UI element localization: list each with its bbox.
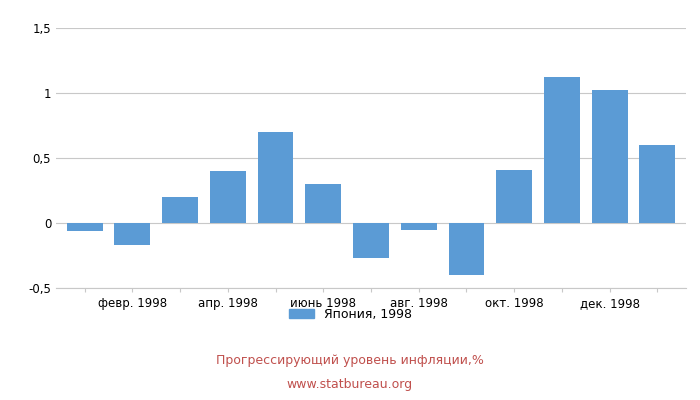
Bar xyxy=(592,90,627,223)
Bar xyxy=(544,77,580,223)
Bar xyxy=(66,223,102,231)
Legend: Япония, 1998: Япония, 1998 xyxy=(284,303,416,326)
Text: Прогрессирующий уровень инфляции,%: Прогрессирующий уровень инфляции,% xyxy=(216,354,484,367)
Bar xyxy=(258,132,293,223)
Bar xyxy=(115,223,150,245)
Bar xyxy=(640,145,676,223)
Bar xyxy=(162,197,198,223)
Bar xyxy=(353,223,389,258)
Bar xyxy=(210,171,246,223)
Bar xyxy=(305,184,341,223)
Bar xyxy=(496,170,532,223)
Bar xyxy=(449,223,484,275)
Text: www.statbureau.org: www.statbureau.org xyxy=(287,378,413,391)
Bar xyxy=(401,223,437,230)
